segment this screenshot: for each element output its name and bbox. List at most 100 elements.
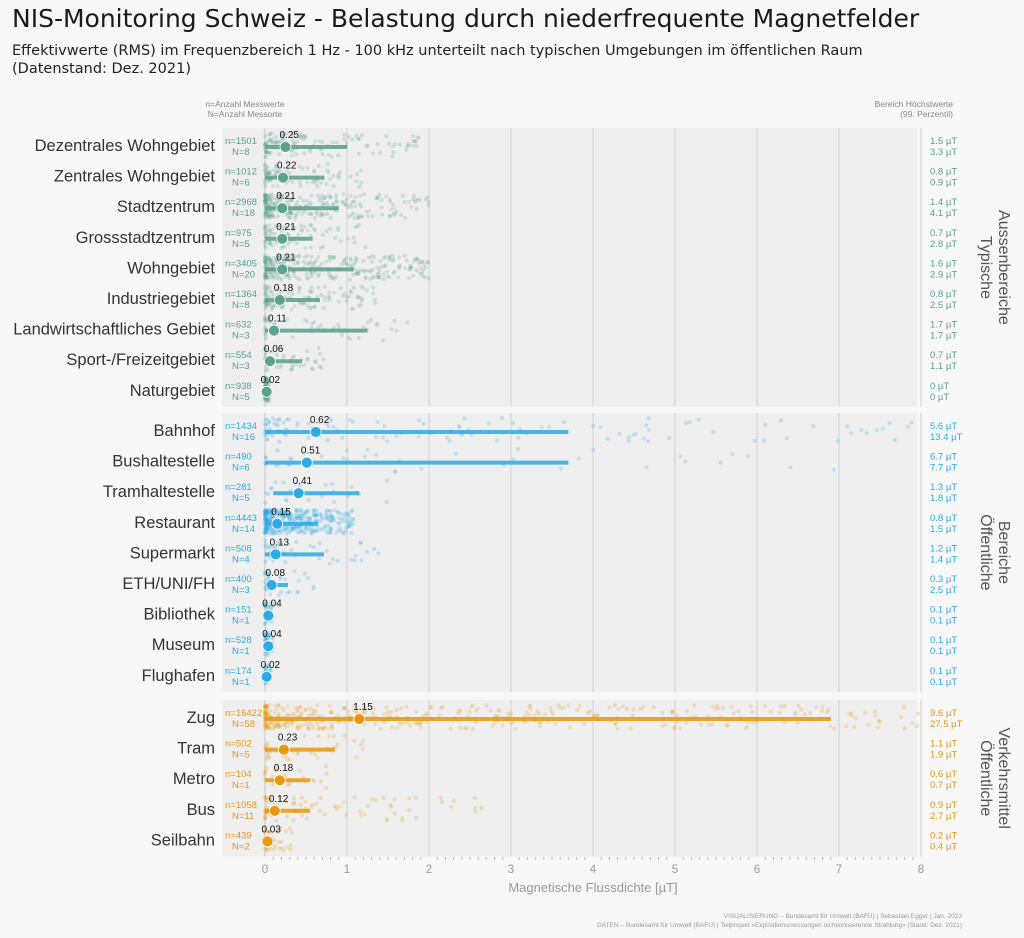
data-point: [311, 587, 316, 591]
data-point: [423, 197, 428, 201]
data-point: [265, 257, 270, 262]
data-point: [408, 267, 413, 272]
data-point: [360, 296, 365, 301]
data-point: [379, 205, 384, 210]
data-point: [394, 433, 399, 438]
data-point: [383, 255, 388, 259]
median-label: 0.06: [264, 344, 284, 355]
median-marker: [262, 609, 275, 622]
data-point: [280, 193, 285, 198]
data-point: [309, 305, 314, 310]
data-point: [293, 213, 298, 218]
data-point: [283, 828, 288, 833]
data-point: [331, 255, 336, 260]
data-point: [314, 209, 319, 214]
data-point: [372, 301, 377, 306]
data-point: [320, 140, 325, 145]
data-point: [318, 214, 323, 218]
group-label: Verkehrsmittel: [995, 728, 1012, 829]
data-point: [286, 161, 290, 166]
data-point: [337, 521, 342, 526]
data-point: [348, 202, 353, 207]
data-point: [354, 269, 359, 274]
data-point: [312, 507, 317, 512]
data-point: [349, 531, 354, 535]
data-point: [277, 194, 282, 199]
data-point: [263, 538, 268, 543]
data-point: [866, 722, 871, 727]
data-point: [344, 140, 349, 145]
data-point: [308, 245, 313, 250]
data-point: [453, 451, 458, 456]
data-point: [321, 306, 326, 310]
data-point: [718, 460, 723, 465]
data-point: [289, 307, 294, 312]
data-point: [550, 712, 555, 717]
data-point: [268, 169, 273, 174]
data-point: [263, 223, 268, 228]
data-point: [275, 259, 280, 264]
data-point: [402, 199, 407, 204]
data-point: [329, 711, 334, 715]
data-point: [279, 277, 284, 282]
data-point: [364, 276, 369, 281]
data-point: [371, 291, 376, 296]
data-point: [631, 433, 636, 437]
data-point: [318, 796, 323, 801]
data-point: [263, 225, 267, 230]
data-point: [334, 195, 339, 200]
data-point: [420, 274, 425, 279]
data-point: [267, 212, 272, 217]
data-point: [859, 427, 864, 432]
data-point: [391, 257, 396, 262]
data-point: [377, 268, 382, 273]
data-point: [470, 727, 475, 731]
data-point: [302, 571, 307, 576]
data-point: [305, 358, 310, 363]
data-point: [646, 439, 651, 444]
data-point: [320, 212, 325, 217]
data-point: [784, 436, 789, 441]
data-point: [320, 232, 325, 237]
data-point: [898, 715, 903, 719]
data-point: [263, 210, 268, 215]
data-point: [347, 515, 352, 520]
data-point: [539, 425, 544, 430]
data-point: [270, 192, 275, 197]
data-point: [275, 139, 280, 144]
data-point: [338, 525, 343, 530]
data-point: [525, 710, 530, 715]
data-point: [591, 447, 596, 452]
data-point: [289, 153, 294, 158]
data-point: [264, 141, 269, 146]
data-point: [281, 526, 286, 531]
data-point: [356, 137, 361, 141]
data-point: [264, 172, 269, 177]
data-point: [342, 258, 347, 262]
data-point: [404, 148, 409, 153]
data-point: [467, 709, 472, 714]
data-point: [339, 262, 344, 266]
data-point: [342, 200, 346, 205]
data-point: [271, 782, 275, 787]
data-point: [538, 720, 543, 725]
data-point: [360, 738, 365, 743]
site-count-label: N=11: [232, 811, 254, 822]
data-point: [288, 256, 293, 261]
high-value-label: 0.2 µT: [930, 830, 957, 841]
data-point: [349, 306, 354, 311]
data-point: [339, 332, 344, 337]
median-marker: [260, 385, 273, 398]
data-point: [320, 261, 324, 266]
data-point: [263, 272, 267, 276]
data-point: [316, 285, 321, 290]
data-point: [267, 132, 272, 137]
data-point: [336, 172, 341, 177]
data-point: [267, 215, 272, 220]
data-point: [348, 256, 353, 261]
data-point: [320, 193, 325, 198]
data-point: [263, 213, 268, 218]
data-point: [327, 704, 332, 708]
data-point: [334, 807, 339, 812]
data-point: [271, 531, 276, 536]
